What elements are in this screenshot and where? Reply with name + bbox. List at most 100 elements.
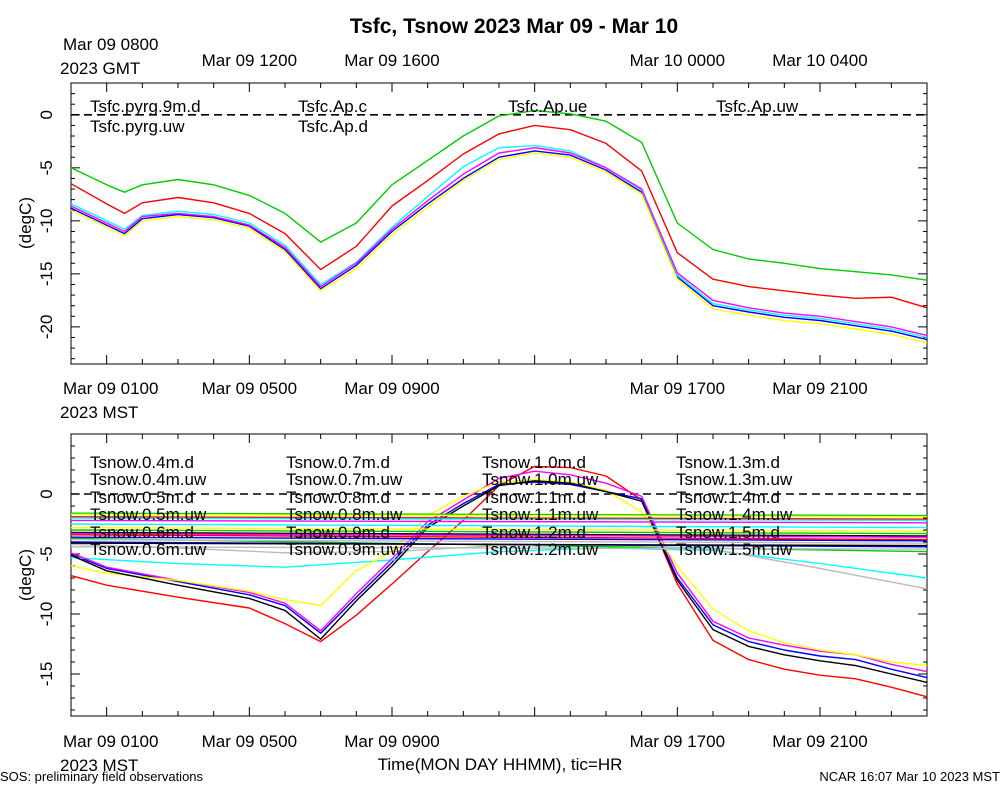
series-line-tsnow-1-4m-d [70,532,928,538]
tsfc-bottom-axis-first-label-line1: Mar 09 0100 [63,379,158,398]
legend-entry-tsnow-1-4m-uw: Tsnow.1.4m.uw [676,505,793,524]
legend-entry-tsnow-1-2m-d: Tsnow.1.2m.d [482,523,586,542]
series-line-tsnow-1-0m-uw [70,526,928,532]
tsnow-y-tick-labels: 0 -5 -10 -15 [37,489,56,686]
footer-left-note: SOS: preliminary field observations [0,769,204,784]
series-line-tsfc-ap-d [70,144,928,339]
x-axis-title: Time(MON DAY HHMM), tic=HR [378,755,623,774]
tsnow-legend: Tsnow.0.4m.dTsnow.0.4m.uwTsnow.0.5m.dTsn… [90,453,793,559]
series-line-tsnow-1-0m-d [70,519,928,524]
tsnow-bottom-axis-first-label-line2: 2023 MST [60,756,138,775]
tsnow-series-group [70,465,928,698]
y-tick-label: -10 [37,602,56,627]
x-tick-label: Mar 10 0400 [772,51,867,70]
legend-entry-tsnow-1-5m-uw: Tsnow.1.5m.uw [676,540,793,559]
x-tick-label: Mar 09 0500 [202,379,297,398]
legend-entry-tsnow-0-9m-uw: Tsnow.0.9m.uw [286,540,403,559]
x-tick-label: Mar 09 1200 [202,51,297,70]
tsfc-panel: Tsfc.pyrg.9m.dTsfc.pyrg.uwTsfc.Ap.cTsfc.… [16,35,928,422]
y-tick-label: -15 [37,262,56,287]
series-line-tsnow-1-1m-uw [70,531,928,537]
legend-entry-tsnow-0-6m-d: Tsnow.0.6m.d [90,523,194,542]
legend-entry-tsfc-ap-d: Tsfc.Ap.d [298,117,368,136]
x-tick-label: Mar 09 0500 [202,732,297,751]
series-line-tsnow-1-4m-uw [70,513,928,518]
legend-entry-tsnow-1-4m-d: Tsnow.1.4m.d [676,488,780,507]
legend-entry-tsnow-0-7m-uw: Tsnow.0.7m.uw [286,470,403,489]
legend-entry-tsnow-1-3m-d: Tsnow.1.3m.d [676,453,780,472]
legend-entry-tsfc-pyrg-uw: Tsfc.pyrg.uw [90,117,185,136]
legend-entry-tsnow-0-4m-d: Tsnow.0.4m.d [90,453,194,472]
y-tick-label: -5 [37,546,56,561]
legend-entry-tsnow-0-5m-d: Tsnow.0.5m.d [90,488,194,507]
legend-entry-tsfc-ap-uw: Tsfc.Ap.uw [716,97,799,116]
legend-entry-tsnow-0-5m-uw: Tsnow.0.5m.uw [90,505,207,524]
series-line-tsnow-0-7m-uw [70,480,928,684]
x-tick-label: Mar 10 0000 [630,51,725,70]
series-line-tsnow-1-5m-uw [70,542,928,547]
series-line-tsnow-0-5m-uw [70,547,928,579]
y-tick-label: -15 [37,662,56,687]
top-axis-first-label-line1: Mar 09 0800 [63,35,158,54]
legend-entry-tsnow-1-1m-d: Tsnow.1.1m.d [482,488,586,507]
legend-entry-tsnow-0-6m-uw: Tsnow.0.6m.uw [90,540,207,559]
series-line-tsnow-0-4m-d [70,465,928,698]
x-tick-label: Mar 09 1700 [630,379,725,398]
series-line-tsfc-ap-c [70,150,928,341]
top-axis-tick-labels: Mar 09 1200 Mar 09 1600 Mar 10 0000 Mar 10 … [202,51,868,70]
tsnow-bottom-axis-tick-labels: Mar 09 0500 Mar 09 0900 Mar 09 1700 Mar 09 … [202,732,868,751]
series-line-tsnow-0-5m-d [70,481,928,679]
legend-entry-tsnow-1-0m-d: Tsnow.1.0m.d [482,453,586,472]
legend-entry-tsnow-1-5m-d: Tsnow.1.5m.d [676,523,780,542]
legend-entry-tsnow-1-1m-uw: Tsnow.1.1m.uw [482,505,599,524]
x-tick-label: Mar 09 2100 [772,379,867,398]
legend-entry-tsnow-0-9m-d: Tsnow.0.9m.d [286,523,390,542]
y-tick-label: -10 [37,209,56,234]
chart-title: Tsfc, Tsnow 2023 Mar 09 - Mar 10 [350,15,678,38]
legend-entry-tsfc-ap-c: Tsfc.Ap.c [298,97,367,116]
top-axis-first-label-line2: 2023 GMT [60,59,140,78]
tsfc-bottom-axis-tick-labels: Mar 09 0500 Mar 09 0900 Mar 09 1700 Mar 09 … [202,379,868,398]
legend-entry-tsnow-0-8m-uw: Tsnow.0.8m.uw [286,505,403,524]
series-line-tsnow-0-6m-d [70,470,928,673]
series-line-tsnow-1-1m-d [70,538,928,544]
legend-entry-tsnow-1-0m-uw: Tsnow.1.0m.uw [482,470,599,489]
tsfc-bottom-axis-first-label-line2: 2023 MST [60,403,138,422]
tsfc-axis-ticks [70,82,928,364]
tsfc-legend: Tsfc.pyrg.9m.dTsfc.pyrg.uwTsfc.Ap.cTsfc.… [90,97,799,136]
series-line-tsnow-1-2m-uw [70,512,928,517]
y-tick-label: 0 [37,110,56,119]
tsfc-y-tick-labels: 0 -5 -10 -15 -20 [37,110,56,339]
series-line-tsfc-pyrg-uw [70,109,928,281]
y-tick-label: -5 [37,160,56,175]
series-line-tsnow-1-2m-d [70,516,928,520]
x-tick-label: Mar 09 0900 [344,732,439,751]
tsfc-y-axis-label: (degC) [16,197,35,249]
legend-entry-tsfc-ap-ue: Tsfc.Ap.ue [508,97,587,116]
tsnow-panel: Tsnow.0.4m.dTsnow.0.4m.uwTsnow.0.5m.dTsn… [16,433,928,775]
series-line-tsfc-ap-ue [70,146,928,337]
series-line-tsnow-1-3m-uw [70,517,928,522]
legend-entry-tsnow-1-2m-uw: Tsnow.1.2m.uw [482,540,599,559]
legend-entry-tsfc-pyrg-9m-d: Tsfc.pyrg.9m.d [90,97,201,116]
x-tick-label: Mar 09 0900 [344,379,439,398]
legend-entry-tsnow-0-8m-d: Tsnow.0.8m.d [286,488,390,507]
tsnow-y-axis-label: (degC) [16,549,35,601]
series-line-tsnow-1-5m-d [70,546,928,550]
x-tick-label: Mar 09 2100 [772,732,867,751]
series-line-tsnow-0-6m-uw [70,478,928,667]
x-tick-label: Mar 09 1700 [630,732,725,751]
tsfc-series-group [70,109,928,344]
series-line-tsnow-0-7m-d [70,543,928,590]
tsnow-bottom-axis-first-label-line1: Mar 09 0100 [63,732,158,751]
footer-right-note: NCAR 16:07 Mar 10 2023 MST [819,769,1000,784]
legend-entry-tsnow-0-4m-uw: Tsnow.0.4m.uw [90,470,207,489]
legend-entry-tsnow-1-3m-uw: Tsnow.1.3m.uw [676,470,793,489]
legend-entry-tsnow-0-7m-d: Tsnow.0.7m.d [286,453,390,472]
series-line-tsnow-0-8m-uw [70,529,928,535]
series-line-tsfc-pyrg-9m-d [70,124,928,309]
y-tick-label: 0 [37,489,56,498]
y-tick-label: -20 [37,315,56,340]
x-tick-label: Mar 09 1600 [344,51,439,70]
